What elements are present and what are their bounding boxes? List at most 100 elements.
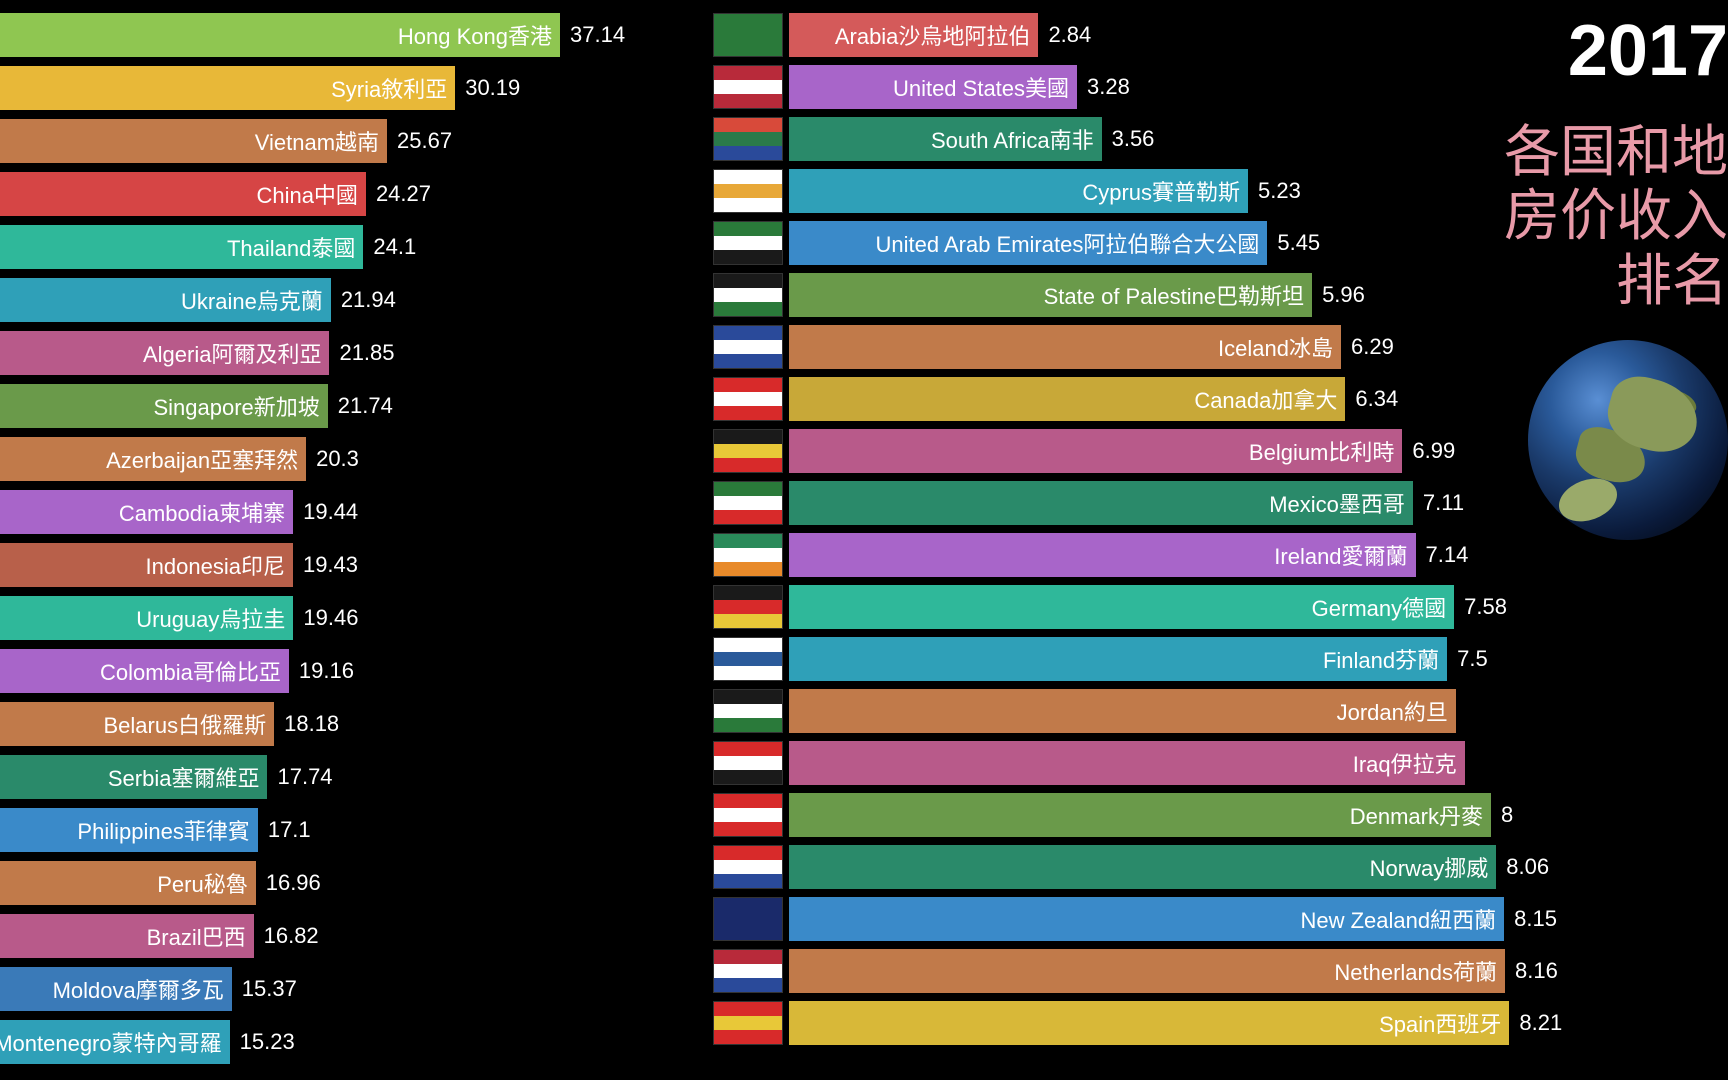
bar-row: New Zealand紐西蘭 8.15	[713, 894, 1728, 943]
bar-label: Algeria阿爾及利亞	[143, 337, 321, 369]
bar-row: Cambodia柬埔寨19.44	[0, 487, 663, 537]
bar-label: Vietnam越南	[255, 125, 379, 157]
bar-row: Thailand泰國 24.1	[0, 222, 663, 272]
bar-value: 7.5	[1457, 646, 1488, 672]
bar-value: 19.46	[303, 605, 358, 631]
bar: Ireland愛爾蘭	[789, 533, 1415, 577]
bar: United States美國	[789, 65, 1077, 109]
bar-row: Ireland愛爾蘭7.14	[713, 530, 1728, 579]
bar: Indonesia印尼	[0, 543, 293, 587]
bar: Canada加拿大	[789, 377, 1345, 421]
bar-value: 8.16	[1515, 958, 1558, 984]
bar-label: Singapore新加坡	[153, 390, 319, 422]
bar-row: Belarus白俄羅斯18.18	[0, 699, 663, 749]
bar-value: 24.1	[373, 234, 416, 260]
bar-row: Norway挪威 8.06	[713, 842, 1728, 891]
flag-icon	[713, 637, 783, 681]
bar-value: 8	[1501, 802, 1513, 828]
bar-label: Montenegro蒙特內哥羅	[0, 1026, 222, 1058]
bar-value: 25.67	[397, 128, 452, 154]
bar-row: Moldova摩爾多瓦15.37	[0, 964, 663, 1014]
bar-label: Canada加拿大	[1194, 383, 1337, 415]
bar: Thailand泰國	[0, 225, 363, 269]
bar-label: China中國	[256, 178, 357, 210]
bar-label: New Zealand紐西蘭	[1300, 903, 1496, 935]
flag-icon	[713, 689, 783, 733]
bar-label: Serbia塞爾維亞	[108, 761, 260, 793]
bar-value: 8.15	[1514, 906, 1557, 932]
bar-row: Germany德國7.58	[713, 582, 1728, 631]
bar-row: Finland芬蘭 7.5	[713, 634, 1728, 683]
bar-label: Iraq伊拉克	[1353, 747, 1457, 779]
bar-label: Ireland愛爾蘭	[1274, 539, 1407, 571]
bar-label: Thailand泰國	[227, 231, 355, 263]
bar: Singapore新加坡	[0, 384, 328, 428]
bar-label: Syria敘利亞	[331, 72, 447, 104]
bar-value: 24.27	[376, 181, 431, 207]
bar-label: United Arab Emirates阿拉伯聯合大公國	[875, 227, 1259, 259]
year-label: 2017	[1568, 10, 1728, 92]
flag-icon	[713, 221, 783, 265]
bar-value: 37.14	[570, 22, 625, 48]
bar-value: 7.11	[1423, 490, 1464, 516]
bar: Iceland冰島	[789, 325, 1341, 369]
bar-value: 8.06	[1506, 854, 1549, 880]
bar: Denmark丹麥	[789, 793, 1491, 837]
bar-value: 3.56	[1112, 126, 1155, 152]
chart-title: 各国和地房价收入排名	[1504, 120, 1728, 313]
bar-row: Peru秘魯16.96	[0, 858, 663, 908]
bar-value: 2.84	[1048, 22, 1091, 48]
bar-label: Colombia哥倫比亞	[100, 655, 281, 687]
flag-icon	[713, 65, 783, 109]
bar: Cambodia柬埔寨	[0, 490, 293, 534]
bar-label: United States美國	[893, 71, 1069, 103]
bar-row: Syria敘利亞30.19	[0, 63, 663, 113]
bar-label: Philippines菲律賓	[77, 814, 249, 846]
flag-icon	[713, 325, 783, 369]
bar-value: 16.96	[266, 870, 321, 896]
bar-row: Brazil巴西 16.82	[0, 911, 663, 961]
bar: Cyprus賽普勒斯	[789, 169, 1248, 213]
bar-value: 21.85	[339, 340, 394, 366]
bar: Serbia塞爾維亞	[0, 755, 267, 799]
bar-value: 21.74	[338, 393, 393, 419]
bar: South Africa南非	[789, 117, 1101, 161]
bar-label: Denmark丹麥	[1350, 799, 1483, 831]
bar: New Zealand紐西蘭	[789, 897, 1504, 941]
bar-row: Colombia哥倫比亞19.16	[0, 646, 663, 696]
bar-value: 18.18	[284, 711, 339, 737]
bar-label: Iceland冰島	[1218, 331, 1333, 363]
bar-row: Uruguay烏拉圭19.46	[0, 593, 663, 643]
bar-row: Vietnam越南 25.67	[0, 116, 663, 166]
bar-label: Mexico墨西哥	[1269, 487, 1405, 519]
bar-label: State of Palestine巴勒斯坦	[1044, 279, 1304, 311]
bar-label: Indonesia印尼	[146, 549, 285, 581]
bar: Finland芬蘭	[789, 637, 1447, 681]
bar: Arabia沙烏地阿拉伯	[789, 13, 1038, 57]
bar-row: Iraq伊拉克	[713, 738, 1728, 787]
globe-icon	[1528, 340, 1728, 540]
bar-label: Spain西班牙	[1379, 1007, 1501, 1039]
flag-icon	[713, 481, 783, 525]
bar-label: Brazil巴西	[147, 920, 246, 952]
bar-value: 16.82	[264, 923, 319, 949]
bar: Jordan約旦	[789, 689, 1456, 733]
flag-icon	[713, 793, 783, 837]
flag-icon	[713, 429, 783, 473]
bar-value: 8.21	[1519, 1010, 1562, 1036]
flag-icon	[713, 1001, 783, 1045]
flag-icon	[713, 533, 783, 577]
flag-icon	[713, 897, 783, 941]
chart-container: Hong Kong香港37.14Syria敘利亞30.19Vietnam越南25…	[0, 0, 1728, 1067]
bar: United Arab Emirates阿拉伯聯合大公國	[789, 221, 1267, 265]
bar: Vietnam越南	[0, 119, 387, 163]
bar-row: Ukraine烏克蘭21.94	[0, 275, 663, 325]
bar-label: Azerbaijan亞塞拜然	[106, 443, 298, 475]
bar-row: Denmark丹麥 8	[713, 790, 1728, 839]
bar: Philippines菲律賓	[0, 808, 258, 852]
bar: Norway挪威	[789, 845, 1496, 889]
bar: Germany德國	[789, 585, 1454, 629]
bar-value: 17.1	[268, 817, 311, 843]
bar-label: Cambodia柬埔寨	[119, 496, 285, 528]
bar: Algeria阿爾及利亞	[0, 331, 329, 375]
